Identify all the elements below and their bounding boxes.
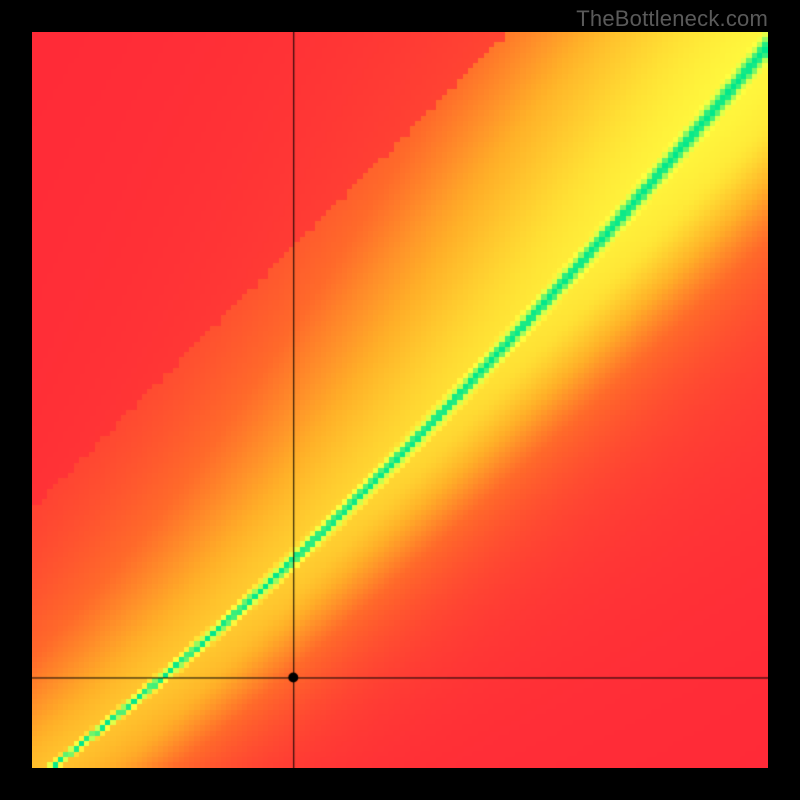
heatmap-canvas xyxy=(32,32,768,768)
chart-container: TheBottleneck.com xyxy=(0,0,800,800)
plot-area xyxy=(32,32,768,768)
watermark-text: TheBottleneck.com xyxy=(576,6,768,32)
